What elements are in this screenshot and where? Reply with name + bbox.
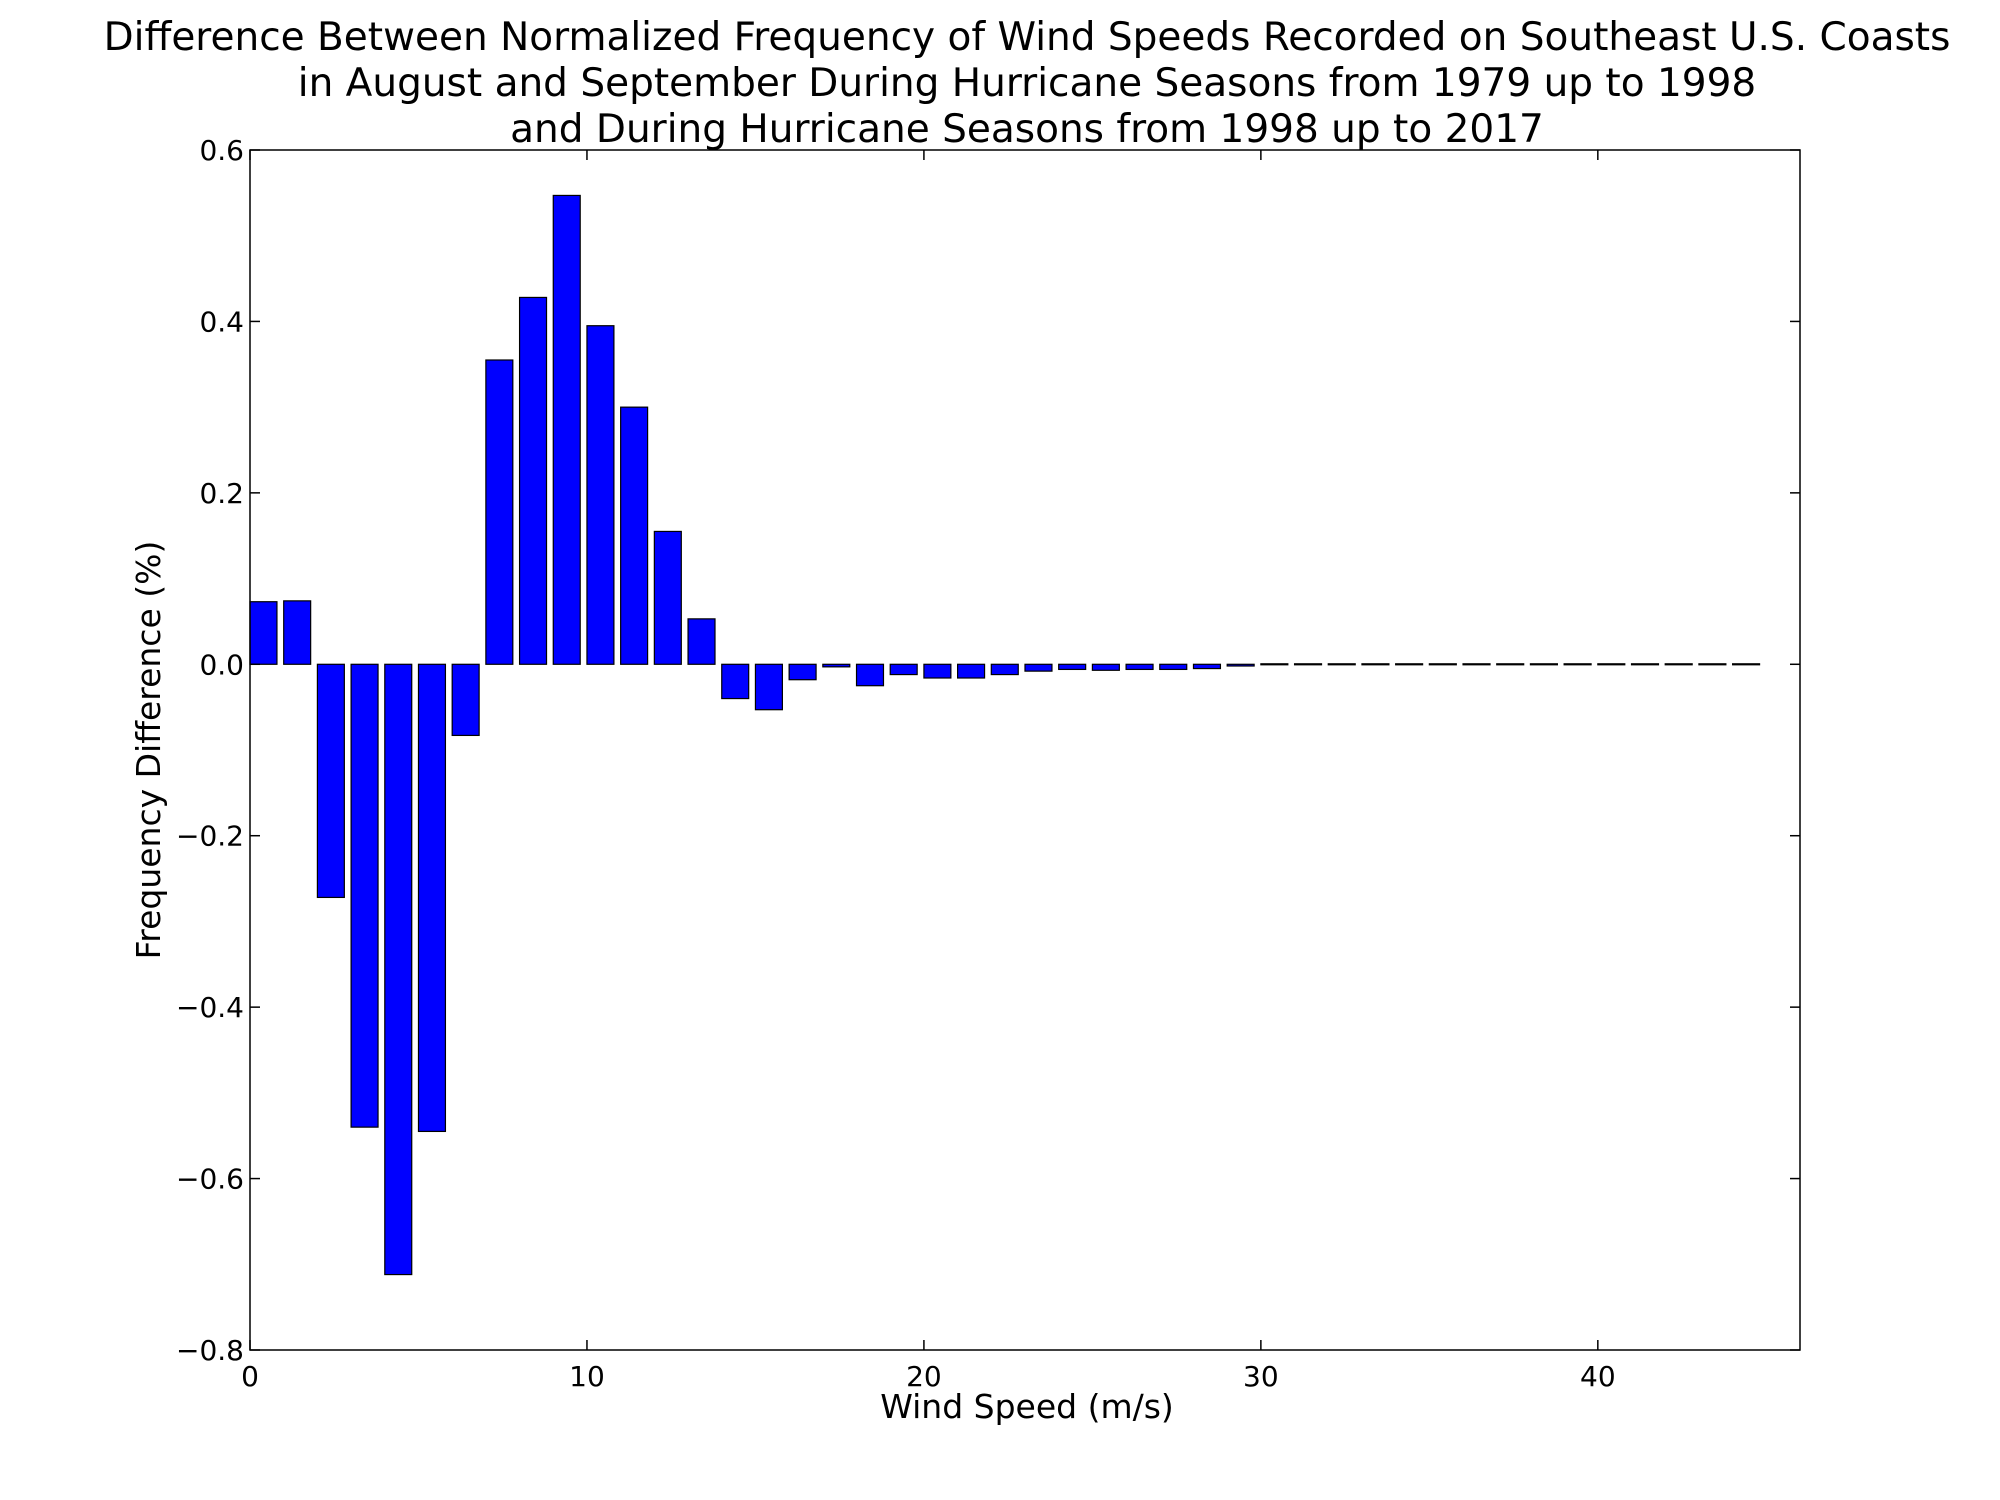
plot-area-frame	[249, 149, 1801, 1351]
bar	[249, 601, 278, 665]
bar	[957, 663, 986, 679]
x-tick-label: 20	[906, 1360, 942, 1393]
y-axis-ticks: −0.8 −0.6 −0.4 −0.2 0.0 0.2 0.4 0.6	[176, 134, 1800, 1367]
y-tick-label: −0.4	[176, 991, 244, 1024]
chart-title-line-2: in August and September During Hurricane…	[298, 61, 1757, 106]
bar	[1260, 663, 1289, 666]
y-tick-label: 0.6	[199, 134, 244, 167]
bar	[1226, 663, 1255, 667]
bar	[822, 663, 851, 668]
bar	[1024, 663, 1053, 672]
bar	[1125, 663, 1154, 671]
x-tick-label: 30	[1243, 1360, 1279, 1393]
bar	[1496, 663, 1525, 666]
y-tick-label: −0.2	[176, 820, 244, 853]
bar	[923, 663, 952, 679]
bar	[990, 663, 1019, 676]
bar	[1428, 663, 1457, 666]
bar	[653, 530, 682, 665]
bar	[754, 663, 783, 711]
bar	[586, 325, 615, 665]
bar	[1159, 663, 1188, 671]
y-tick-label: −0.6	[176, 1163, 244, 1196]
x-axis-label: Wind Speed (m/s)	[880, 1387, 1174, 1426]
y-tick-label: 0.4	[199, 305, 244, 338]
chart-title: Difference Between Normalized Frequency …	[104, 15, 1951, 152]
bar	[384, 663, 413, 1276]
y-tick-label: 0.2	[199, 477, 244, 510]
bar	[1192, 663, 1222, 670]
bar	[552, 194, 581, 665]
bar	[485, 359, 514, 665]
bar	[283, 600, 312, 665]
x-tick-label: 40	[1580, 1360, 1616, 1393]
bar	[1091, 663, 1120, 671]
bar	[350, 663, 379, 1128]
bar	[1327, 663, 1356, 666]
bar	[1563, 663, 1592, 666]
bar	[417, 663, 447, 1133]
bar	[721, 663, 750, 700]
bar	[1058, 663, 1087, 671]
bar	[1597, 663, 1626, 666]
x-axis-ticks: 0 10 20 30 40	[241, 150, 1616, 1393]
bar-series	[249, 194, 1761, 1276]
bar	[316, 663, 345, 899]
bar	[889, 663, 918, 676]
bar	[687, 618, 716, 665]
x-tick-label: 10	[569, 1360, 605, 1393]
bar	[620, 406, 649, 665]
bar	[518, 296, 548, 665]
y-tick-label: 0.0	[199, 648, 244, 681]
bar	[788, 663, 817, 681]
bar	[1630, 663, 1660, 666]
bar	[1698, 663, 1727, 666]
bar	[1664, 663, 1693, 666]
chart-title-line-1: Difference Between Normalized Frequency …	[104, 15, 1951, 60]
y-tick-label: −0.8	[176, 1334, 244, 1367]
bar	[1462, 663, 1491, 666]
y-axis-label: Frequency Difference (%)	[129, 541, 168, 960]
chart-title-line-3: and During Hurricane Seasons from 1998 u…	[510, 107, 1544, 152]
bar	[855, 663, 885, 687]
bar	[1395, 663, 1424, 666]
bar	[1361, 663, 1390, 666]
bar	[1293, 663, 1323, 666]
bar	[1529, 663, 1558, 666]
x-tick-label: 0	[241, 1360, 259, 1393]
bar	[1732, 663, 1761, 666]
bar	[451, 663, 480, 737]
